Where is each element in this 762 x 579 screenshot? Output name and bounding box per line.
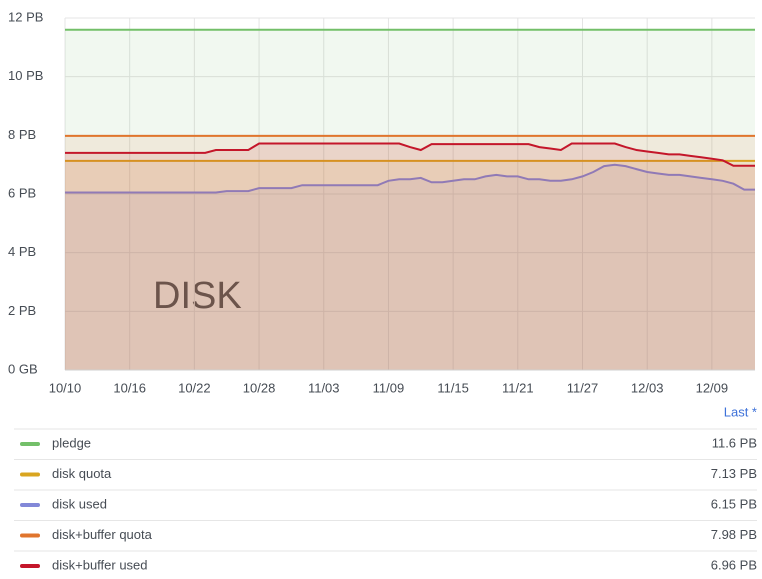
y-tick-label: 10 PB bbox=[8, 68, 43, 83]
x-tick-label: 12/03 bbox=[631, 380, 664, 395]
legend-header[interactable]: Last * bbox=[724, 404, 757, 419]
y-tick-label: 4 PB bbox=[8, 244, 36, 259]
legend-name: disk used bbox=[52, 496, 107, 511]
legend-last: 7.98 PB bbox=[711, 527, 757, 542]
legend-name: disk quota bbox=[52, 466, 112, 481]
x-tick-label: 11/21 bbox=[502, 380, 534, 395]
x-tick-label: 11/15 bbox=[437, 380, 469, 395]
series-line bbox=[65, 142, 755, 167]
series-area bbox=[65, 160, 755, 370]
x-tick-label: 12/09 bbox=[696, 380, 729, 395]
x-tick-label: 10/10 bbox=[49, 380, 82, 395]
legend-name: pledge bbox=[52, 435, 91, 450]
x-tick-label: 10/22 bbox=[178, 380, 211, 395]
legend-last: 6.15 PB bbox=[711, 496, 757, 511]
y-tick-label: 2 PB bbox=[8, 303, 36, 318]
legend-last: 11.6 PB bbox=[712, 435, 757, 450]
y-tick-label: 0 GB bbox=[8, 361, 38, 376]
x-tick-label: 11/03 bbox=[308, 380, 340, 395]
y-tick-label: 8 PB bbox=[8, 127, 36, 142]
y-tick-label: 12 PB bbox=[8, 9, 43, 24]
annotation: DISK bbox=[153, 275, 242, 317]
series-area bbox=[65, 164, 755, 370]
x-tick-label: 10/28 bbox=[243, 380, 276, 395]
series-line bbox=[65, 163, 755, 194]
legend-last: 7.13 PB bbox=[711, 466, 757, 481]
legend-name: disk+buffer used bbox=[52, 557, 148, 572]
series-area bbox=[65, 135, 755, 370]
y-tick-label: 6 PB bbox=[8, 185, 36, 200]
x-tick-label: 10/16 bbox=[113, 380, 146, 395]
x-tick-label: 11/09 bbox=[373, 380, 405, 395]
legend-last: 6.96 PB bbox=[711, 557, 757, 572]
x-tick-label: 11/27 bbox=[567, 380, 599, 395]
legend-name: disk+buffer quota bbox=[52, 527, 153, 542]
series-area bbox=[65, 143, 755, 370]
series-area bbox=[65, 29, 755, 370]
